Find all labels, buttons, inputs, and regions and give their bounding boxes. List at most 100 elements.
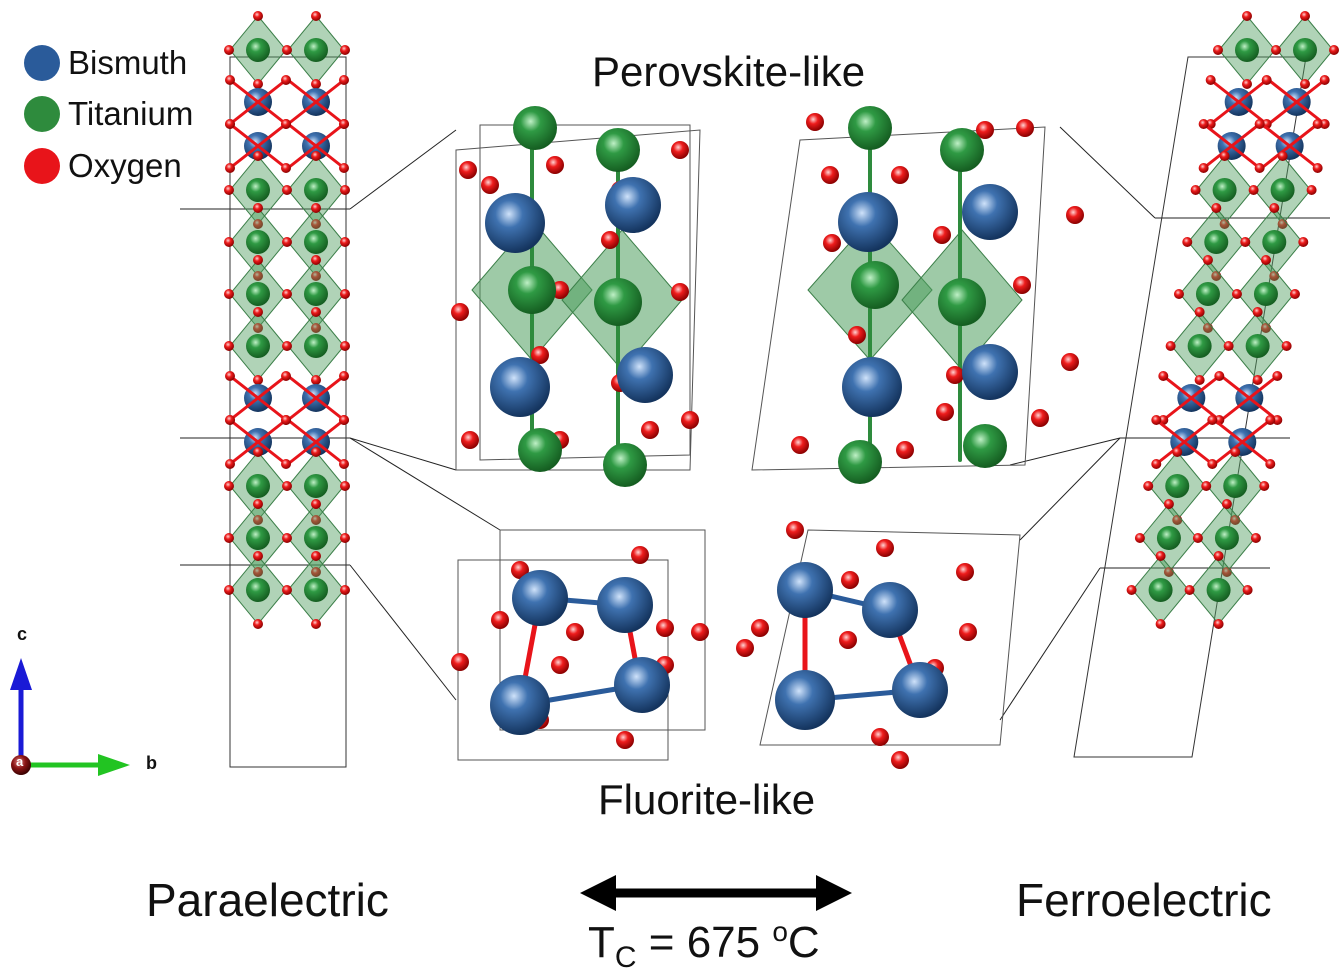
oxygen-atom [225,75,235,85]
oxygen-atom [1254,119,1265,129]
oxygen-atom [311,499,321,509]
oxygen-atom [282,45,292,55]
oxygen-atom [311,79,321,89]
titanium-atom [1148,578,1173,602]
oxygen-atom [1013,276,1031,294]
oxygen-atom [1265,459,1276,469]
oxygen-atom [225,371,235,381]
titanium-atom [246,526,270,550]
titanium-atom [304,178,328,202]
oxygen-atom [311,551,321,561]
oxygen-atom [1260,255,1271,265]
titanium-atom [246,578,270,602]
oxygen-atom [1194,307,1205,317]
bismuth-atom [614,657,670,713]
titanium-atom [848,106,892,150]
oxygen-atom [253,375,263,385]
oxygen-atom [1231,289,1242,299]
oxygen-atom [1271,45,1281,55]
oxygen-atom [253,619,263,629]
oxygen-atom [311,447,321,457]
oxygen-atom [1031,409,1049,427]
titanium-atom [1195,282,1220,306]
oxygen-atom [1319,75,1330,85]
bond [1212,418,1272,466]
oxygen-atom [1158,371,1169,381]
oxygen-atom [340,185,350,195]
oxygen-atom [1134,533,1145,543]
oxygen-atom [839,631,857,649]
oxygen-atom [281,163,291,173]
oxygen-atom [1319,119,1330,129]
oxygen-atom [1269,203,1280,213]
bond [286,418,346,466]
oxygen-atom [1300,11,1310,21]
oxygen-atom [253,11,263,21]
tc-subscript: C [614,941,637,974]
ferroelectric-label: Ferroelectric [1016,874,1272,926]
ferroelectric-structure-column [1073,11,1339,758]
legend-item-titanium: Titanium [24,94,193,134]
oxygen-atom [1061,353,1079,371]
bond [1219,374,1279,422]
oxygen-atom [451,303,469,321]
titanium-atom [518,428,562,472]
oxygen-atom [253,567,263,577]
titanium-atom [1214,526,1239,550]
bismuth-atom [597,577,653,633]
oxygen-atom [253,323,263,333]
oxygen-atom [976,121,994,139]
oxygen-atom [224,289,234,299]
oxygen-atom [311,307,321,317]
oxygen-atom [1240,237,1251,247]
oxygen-atom [1205,75,1216,85]
oxygen-atom [1242,79,1252,89]
oxygen-atom [1289,289,1300,299]
oxygen-atom [1198,119,1209,129]
oxygen-atom [253,79,263,89]
titanium-atom [1293,38,1317,62]
oxygen-atom [956,563,974,581]
titanium-atom [1165,474,1190,498]
oxygen-atom [451,653,469,671]
oxygen-atom [1214,371,1225,381]
oxygen-atom [340,289,350,299]
titanium-atom [1156,526,1181,550]
oxygen-atom [1312,163,1323,173]
tc-value: = 675 [636,918,773,967]
oxygen-atom [1202,255,1213,265]
bond [1260,122,1320,170]
axis-label-c: c [17,624,28,644]
titanium-atom [838,440,882,484]
oxygen-atom [311,203,321,213]
oxygen-atom [1312,119,1323,129]
titanium-atom [1187,334,1212,358]
legend-label-titanium: Titanium [68,95,194,132]
oxygen-atom [1172,447,1183,457]
oxygen-atom [631,546,649,564]
legend-label-oxygen: Oxygen [68,147,182,184]
bond [1161,374,1221,422]
oxygen-atom [281,75,291,85]
oxygen-atom [691,623,709,641]
oxygen-atom [1298,237,1309,247]
tc-degree: o [772,916,788,947]
titanium-atom [246,282,270,306]
oxygen-atom [1211,203,1222,213]
titanium-atom [603,443,647,487]
bismuth-atom [512,570,568,626]
titanium-swatch [24,96,60,132]
oxygen-atom [1165,341,1176,351]
oxygen-atom [224,481,234,491]
oxygen-atom [566,623,584,641]
bond [286,78,346,126]
oxygen-atom [481,176,499,194]
oxygen-atom [281,459,291,469]
oxygen-atom [1173,289,1184,299]
oxygen-atom [1163,499,1174,509]
axis-indicator [10,658,130,776]
oxygen-atom [340,481,350,491]
titanium-atom [596,128,640,172]
titanium-atom [304,474,328,498]
legend-item-bismuth: Bismuth [24,43,187,83]
